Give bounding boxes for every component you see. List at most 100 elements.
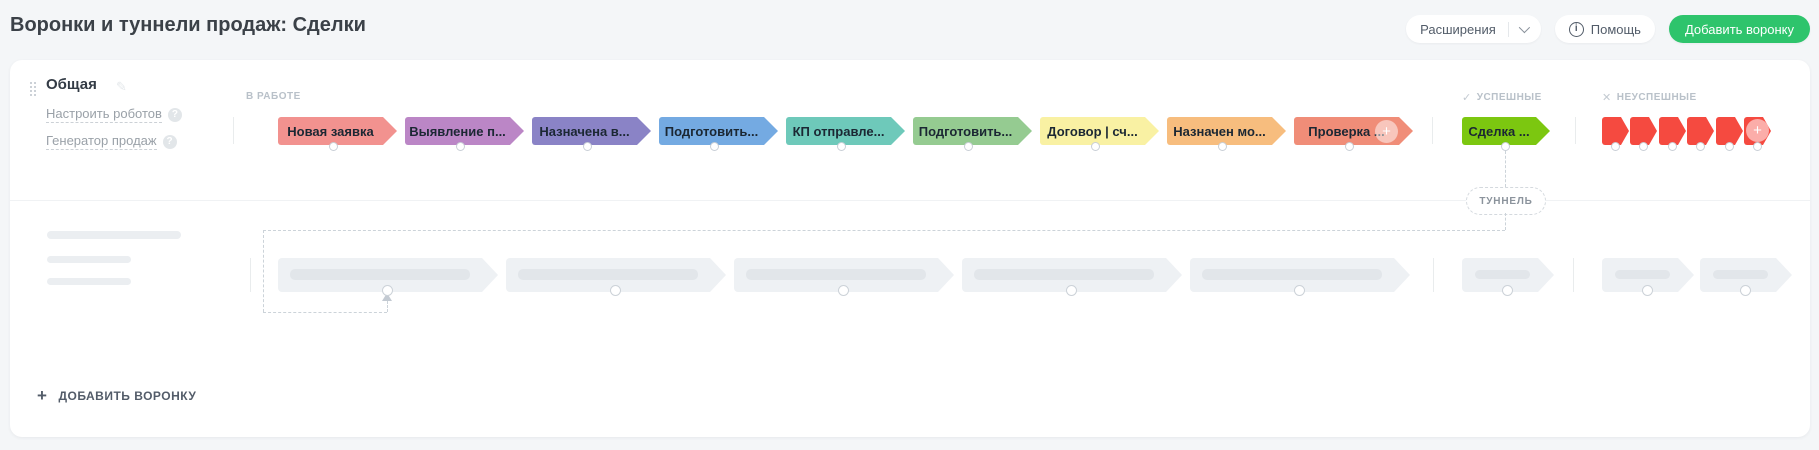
fail-label: ✕ НЕУСПЕШНЫЕ: [1602, 92, 1697, 104]
skeleton-funnel-link: [47, 256, 131, 263]
stage-connector-dot[interactable]: [582, 142, 592, 151]
stage-chip[interactable]: Назначена в...: [532, 117, 651, 145]
stage-chip-label: Подготовить...: [918, 123, 1013, 139]
add-funnel-footer-label: ДОБАВИТЬ ВОРОНКУ: [58, 388, 197, 403]
add-funnel-button[interactable]: Добавить воронку: [1668, 15, 1810, 43]
stage-chip[interactable]: Договор | сч...: [1040, 117, 1159, 145]
stage-chip[interactable]: Новая заявка: [278, 117, 397, 145]
stage-connector-dot[interactable]: [1090, 142, 1100, 151]
stage-connector-dot[interactable]: [1695, 142, 1705, 151]
stage-chip-label: Проверка ...: [1308, 123, 1385, 139]
stage-chip-label: Сделка ...: [1468, 123, 1530, 139]
tunnel-path: [1505, 213, 1506, 230]
setup-robots-link[interactable]: Настроить роботов ?: [46, 106, 182, 123]
extensions-button[interactable]: Расширения: [1406, 15, 1541, 43]
stage-connector-dot[interactable]: [1667, 142, 1677, 151]
header-actions: Расширения i Помощь Добавить воронку: [1406, 15, 1810, 43]
sales-generator-label: Генератор продаж: [46, 133, 157, 150]
fail-stage-chip[interactable]: [1687, 117, 1714, 145]
help-icon: i: [1568, 21, 1584, 37]
fail-stage-chip[interactable]: [1659, 117, 1686, 145]
extensions-button-label: Расширения: [1420, 21, 1496, 37]
skeleton-connector-dot: [1739, 285, 1751, 296]
success-label: ✓ УСПЕШНЫЕ: [1462, 92, 1542, 104]
help-button[interactable]: i Помощь: [1554, 15, 1655, 43]
stage-connector-dot[interactable]: [1500, 142, 1510, 151]
skeleton-stage-bar: [974, 269, 1154, 280]
skeleton-connector-dot: [1293, 285, 1305, 296]
section-divider: [233, 117, 234, 144]
stage-connector-dot[interactable]: [328, 142, 338, 151]
sales-generator-link[interactable]: Генератор продаж ?: [46, 133, 177, 150]
add-stage-icon[interactable]: +: [1375, 120, 1398, 143]
stage-chip[interactable]: КП отправле...: [786, 117, 905, 145]
funnel-name[interactable]: Общая: [46, 76, 97, 93]
skeleton-stage-bar: [1713, 270, 1768, 279]
stage-connector-dot[interactable]: [1610, 142, 1620, 151]
tunnel-path: [387, 301, 388, 312]
section-divider: [250, 258, 251, 292]
setup-robots-label: Настроить роботов: [46, 106, 162, 123]
stage-chip-label: Назначен мо...: [1173, 123, 1266, 139]
close-icon: ✕: [1602, 92, 1612, 104]
skeleton-stage-bar: [1202, 269, 1382, 280]
stage-connector-dot[interactable]: [1217, 142, 1227, 151]
skeleton-stage-bar: [290, 269, 470, 280]
stage-connector-dot[interactable]: [1724, 142, 1734, 151]
section-divider: [1573, 258, 1574, 292]
tunnel-arrow-icon: [382, 293, 392, 301]
skeleton-funnel-link: [47, 278, 131, 285]
skeleton-connector-dot: [1641, 285, 1653, 296]
stage-chip-label: Новая заявка: [287, 123, 374, 139]
stage-connector-dot[interactable]: [1638, 142, 1648, 151]
success-stage-chip[interactable]: Сделка ...: [1462, 117, 1550, 145]
stage-chip[interactable]: Подготовить...: [659, 117, 778, 145]
stage-chip-label: Выявление п...: [409, 123, 506, 139]
stage-connector-dot[interactable]: [1752, 142, 1762, 151]
tunnel-badge[interactable]: ТУННЕЛЬ: [1466, 187, 1546, 215]
tunnel-path: [1505, 151, 1506, 187]
edit-funnel-icon[interactable]: ✎: [116, 79, 127, 94]
skeleton-stage-bar: [746, 269, 926, 280]
question-icon[interactable]: ?: [162, 134, 177, 149]
stage-chip-label: Подготовить...: [664, 123, 759, 139]
in-progress-label: В РАБОТЕ: [246, 91, 301, 102]
tunnel-path: [263, 312, 387, 313]
section-divider: [1433, 258, 1434, 292]
funnels-card: Общая ✎ Настроить роботов ? Генератор пр…: [10, 60, 1810, 437]
page-title: Воронки и туннели продаж: Сделки: [10, 14, 366, 36]
stage-chip[interactable]: Назначен мо...: [1167, 117, 1286, 145]
question-icon[interactable]: ?: [167, 107, 182, 122]
add-fail-stage-icon[interactable]: +: [1746, 119, 1769, 142]
skeleton-connector-dot: [381, 285, 393, 296]
chevron-down-icon: [1518, 21, 1530, 34]
tunnel-path: [263, 230, 264, 312]
add-funnel-footer-button[interactable]: + ДОБАВИТЬ ВОРОНКУ: [37, 387, 196, 404]
fail-stage-chip[interactable]: [1602, 117, 1629, 145]
help-button-label: Помощь: [1590, 21, 1641, 37]
skeleton-connector-dot: [1501, 285, 1513, 296]
add-funnel-button-label: Добавить воронку: [1684, 21, 1794, 37]
stage-connector-dot[interactable]: [709, 142, 719, 151]
stage-connector-dot[interactable]: [963, 142, 973, 151]
skeleton-connector-dot: [1065, 285, 1077, 296]
skeleton-stage-bar: [1475, 270, 1530, 279]
stage-chip-label: КП отправле...: [792, 123, 885, 139]
skeleton-stage-bar: [518, 269, 698, 280]
stage-connector-dot[interactable]: [836, 142, 846, 151]
stage-connector-dot[interactable]: [455, 142, 465, 151]
drag-handle-icon[interactable]: [30, 82, 32, 84]
skeleton-funnel-name: [47, 231, 181, 239]
button-separator: [1507, 21, 1509, 37]
skeleton-connector-dot: [837, 285, 849, 296]
section-divider: [1432, 117, 1433, 144]
row-divider: [10, 200, 1810, 201]
stage-chip-label: Назначена в...: [539, 123, 630, 139]
fail-stage-chip[interactable]: [1716, 117, 1743, 145]
stage-chip[interactable]: Выявление п...: [405, 117, 524, 145]
fail-stage-chip[interactable]: [1630, 117, 1657, 145]
skeleton-stage-bar: [1615, 270, 1670, 279]
tunnel-path: [263, 230, 1505, 231]
stage-chip[interactable]: Подготовить...: [913, 117, 1032, 145]
stage-connector-dot[interactable]: [1344, 142, 1354, 151]
